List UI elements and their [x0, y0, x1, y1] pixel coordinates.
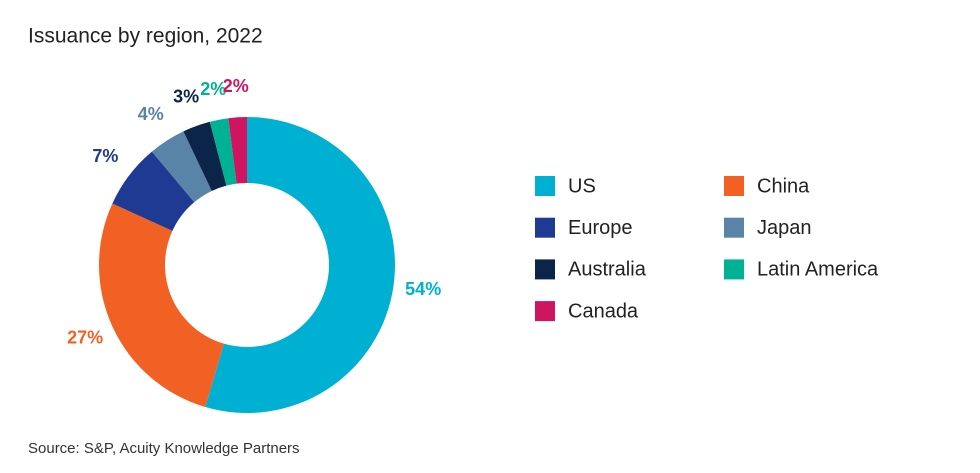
data-label: 2% [223, 76, 249, 96]
legend-swatch [724, 176, 744, 196]
donut-slice [151, 131, 212, 203]
chart-title: Issuance by region, 2022 [28, 25, 263, 48]
source-note: Source: S&P, Acuity Knowledge Partners [28, 440, 300, 457]
legend-swatch [535, 259, 555, 280]
legend-label: Canada [568, 300, 639, 322]
legend-swatch [724, 259, 744, 280]
legend-swatch [724, 217, 744, 238]
data-label: 54% [405, 279, 441, 299]
legend-label: Latin America [757, 259, 879, 281]
legend-label: US [568, 175, 596, 197]
donut-slice [183, 121, 227, 191]
legend-swatch [535, 217, 555, 238]
data-label: 3% [173, 86, 199, 106]
donut-slice [209, 118, 237, 186]
donut-slice [228, 117, 247, 184]
data-label: 7% [92, 146, 118, 166]
legend-label: Japan [757, 217, 812, 239]
data-label: 4% [138, 104, 164, 124]
legend-label: Australia [568, 259, 647, 281]
donut-slice [98, 203, 224, 408]
data-label: 2% [200, 79, 226, 99]
donut-slice [205, 117, 396, 414]
data-label: 27% [67, 328, 103, 348]
legend-label: Europe [568, 217, 633, 239]
legend-swatch [535, 301, 555, 322]
donut-slice [112, 151, 195, 231]
legend-label: China [757, 175, 810, 197]
legend-swatch [535, 176, 555, 196]
